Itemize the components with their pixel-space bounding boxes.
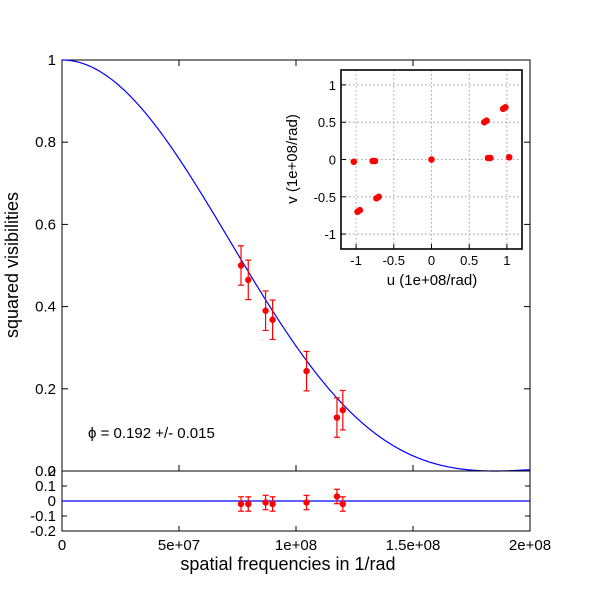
x-axis-label: spatial frequencies in 1/rad: [180, 554, 395, 574]
uv-coverage-inset: -1 -0.5 0 0.5 1 -1 -0.5 0 0.5 1: [314, 69, 523, 268]
uv-point: [356, 206, 364, 214]
x-tick-label: 1e+08: [275, 537, 317, 554]
residual-point: [237, 500, 245, 508]
y-tick-label: 0.8: [35, 134, 56, 151]
residual-point: [339, 500, 346, 508]
residual-point: [245, 500, 252, 508]
data-point: [245, 276, 252, 284]
uv-point: [375, 193, 383, 201]
data-point: [303, 367, 310, 375]
residual-point: [333, 493, 341, 500]
inset-y-tick-label: 1: [329, 78, 336, 93]
residual-point: [269, 500, 276, 508]
data-point: [339, 406, 346, 414]
x-tick-label: 0: [58, 537, 66, 554]
uv-point: [487, 154, 494, 162]
x-tick-label: 5e+07: [158, 537, 200, 554]
y-tick-label: 0.2: [35, 381, 56, 398]
uv-point: [371, 157, 379, 165]
inset-x-tick-label: -0.5: [383, 253, 405, 268]
residual-point: [303, 499, 310, 506]
uv-point: [350, 158, 358, 166]
diameter-annotation: ϕ = 0.192 +/- 0.015: [88, 425, 215, 442]
y-axis-label: squared visibilities: [2, 192, 22, 338]
inset-y-tick-label: 0: [329, 153, 336, 168]
y-tick-label: 0.6: [35, 216, 56, 233]
residual-y-tick-label: 0: [48, 493, 56, 510]
inset-x-tick-label: 0: [428, 253, 435, 268]
uv-point: [502, 103, 509, 111]
residual-y-tick-label: -0.1: [30, 508, 56, 525]
uv-point: [483, 117, 490, 125]
data-point: [269, 316, 276, 323]
inset-frame: [340, 69, 523, 250]
y-tick-label: 0: [48, 463, 56, 480]
residual-plot-panel: -0.2-0.100.10.20 5e+07 1e+08 1.5e+08 2e+08: [30, 463, 551, 554]
inset-x-tick-label: 0.5: [460, 253, 478, 268]
data-point: [237, 262, 245, 269]
inset-x-axis-label: u (1e+08/rad): [387, 272, 477, 289]
x-tick-label: 1.5e+08: [386, 537, 441, 554]
inset-y-axis-label: v (1e+08/rad): [284, 114, 301, 204]
x-tick-label: 2e+08: [509, 537, 551, 554]
residual-y-tick-label: -0.2: [30, 523, 56, 540]
uv-point: [505, 153, 513, 161]
residual-point: [262, 499, 269, 506]
residual-y-tick-label: 0.1: [35, 478, 56, 495]
residual-y-tick-label: 0.2: [35, 463, 56, 480]
inset-y-tick-label: 0.5: [318, 115, 336, 130]
data-point: [333, 414, 341, 421]
model-curve: [61, 59, 531, 472]
inset-x-tick-label: -1: [350, 253, 362, 268]
y-tick-label: 0.4: [35, 299, 56, 316]
uv-point: [428, 156, 435, 163]
inset-x-tick-label: 1: [503, 253, 510, 268]
inset-y-tick-label: -1: [324, 227, 336, 242]
inset-y-tick-label: -0.5: [314, 190, 336, 205]
data-point: [262, 307, 269, 314]
y-tick-label: 1: [48, 52, 56, 69]
